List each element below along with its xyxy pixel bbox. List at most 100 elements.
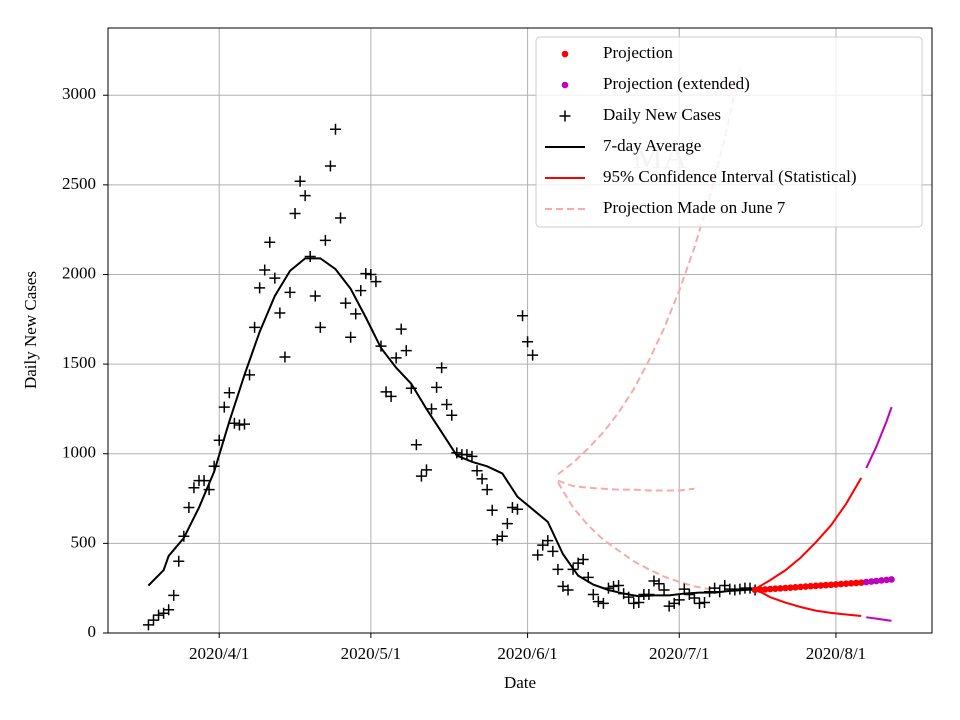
data-point [537,539,549,551]
projection-point [883,576,890,584]
projection-point [756,586,764,593]
data-point [213,434,225,446]
data-point [340,297,352,309]
legend-label: Projection [603,43,673,62]
projection-point [807,582,814,590]
data-point [613,579,625,591]
data-point [400,345,412,357]
data-point [451,447,463,459]
projection-point [797,583,804,591]
data-point [198,475,210,487]
data-point [471,465,483,477]
data-point [461,449,473,461]
projection-point [878,577,885,584]
data-point [259,264,271,276]
data-point [238,418,250,430]
projection-point [873,577,880,585]
projection-june-middle [557,479,695,492]
data-point [522,336,534,348]
average-line [147,257,756,598]
projection-point [751,586,759,594]
projection-point [842,580,850,588]
y-tick-label: 2500 [62,174,96,193]
data-point [517,310,529,322]
data-point [183,502,195,514]
data-point [486,504,498,516]
data-point [663,600,675,612]
data-point [648,575,660,587]
data-point [319,234,331,246]
data-point [304,251,316,263]
data-point [188,482,200,494]
data-point [436,362,448,374]
data-point [168,589,180,601]
data-point [390,352,402,364]
projection-point [827,581,835,589]
projection-point [817,582,825,589]
data-point [314,321,326,333]
data-point [173,555,185,567]
data-point [693,597,705,609]
ci-lower [754,588,862,617]
legend-label: Projection Made on June 7 [603,198,786,217]
data-point [208,460,220,472]
data-point [577,554,589,566]
data-point [714,586,726,598]
projection-point [761,586,769,593]
x-tick-label: 2020/8/1 [806,644,866,663]
ci-upper-extended [865,406,893,469]
data-point [562,584,574,596]
data-point [567,563,579,575]
legend-label: Daily New Cases [603,105,721,124]
data-point [431,381,443,393]
y-axis-label: Daily New Cases [21,271,40,389]
legend-label: Projection (extended) [603,74,750,93]
data-point [324,160,336,172]
projection-point [862,578,870,586]
data-point [420,464,432,476]
data-point [673,594,685,606]
y-tick-label: 1000 [62,443,96,462]
data-point [699,597,711,609]
data-point [395,323,407,335]
data-point [289,208,301,220]
data-point [587,588,599,600]
ticks: 0 500 1000 1500 2000 2500 3000 2020/4/1 2020/5/1… [62,84,866,663]
x-tick-label: 2020/6/1 [497,644,557,663]
legend-marker [561,81,569,89]
y-tick-label: 0 [88,622,97,641]
data-point [299,190,311,202]
projection-point [868,578,875,585]
axes-frame [107,27,933,634]
ci-lower-extended [866,616,892,622]
data-point [178,530,190,542]
data-point [223,387,235,399]
y-tick-label: 2000 [62,263,96,282]
data-point [153,609,165,621]
projection-point [852,579,860,587]
legend-marker [561,50,569,58]
data-point [375,340,387,352]
data-point [294,175,306,187]
data-point [228,417,240,429]
data-point [597,597,609,609]
ci-upper [754,477,863,590]
data-point [233,419,245,431]
data-point [582,571,594,583]
projection-point [782,584,789,592]
data-point [355,285,367,297]
data-point [274,307,286,319]
data-point [264,236,276,248]
projection-point [822,581,830,589]
projection-point [802,583,809,590]
data-point [602,582,614,594]
data-point [218,401,230,413]
data-point [688,592,700,604]
projection-point [771,585,779,593]
legend-marker [559,110,571,122]
data-point [643,588,655,600]
data-point [329,123,341,135]
data-point [527,349,539,361]
data-point [481,484,493,496]
x-tick-label: 2020/5/1 [341,644,401,663]
